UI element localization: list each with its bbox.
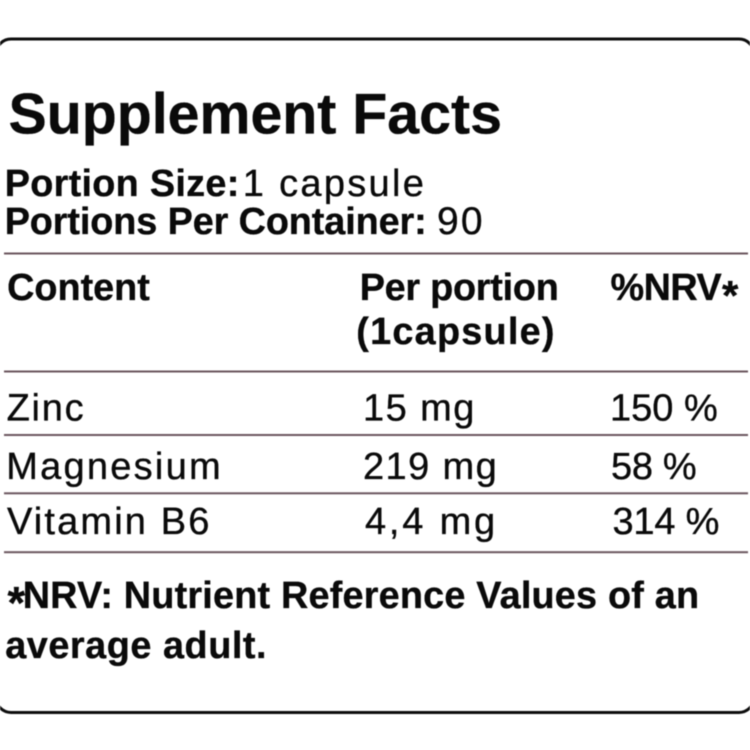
svg-text:*: *	[8, 578, 26, 629]
svg-text:Vitamin B6: Vitamin B6	[7, 501, 212, 543]
svg-text:314 %: 314 %	[613, 501, 720, 543]
svg-text:Per portion: Per portion	[360, 267, 559, 309]
svg-text:15 mg: 15 mg	[363, 387, 476, 429]
svg-text:Portions Per Container:: Portions Per Container:	[5, 201, 427, 243]
svg-text:*: *	[722, 272, 739, 319]
svg-text:58 %: 58 %	[611, 446, 696, 488]
svg-text:1 capsule: 1 capsule	[243, 163, 426, 205]
svg-text:Zinc: Zinc	[7, 387, 86, 429]
svg-text:4,4 mg: 4,4 mg	[365, 501, 498, 543]
svg-text:90: 90	[437, 200, 485, 243]
svg-text:Portion Size:: Portion Size:	[5, 163, 240, 205]
svg-text:Magnesium: Magnesium	[6, 446, 223, 488]
svg-text:NRV: Nutrient Reference Values: NRV: Nutrient Reference Values of an	[23, 575, 700, 617]
svg-text:Content: Content	[7, 267, 150, 309]
svg-text:219 mg: 219 mg	[363, 446, 498, 488]
svg-text:Supplement Facts: Supplement Facts	[9, 83, 503, 147]
svg-text:%NRV: %NRV	[611, 267, 722, 309]
svg-text:(1capsule): (1capsule)	[356, 311, 555, 353]
svg-text:150 %: 150 %	[610, 387, 718, 429]
svg-text:average adult.: average adult.	[5, 625, 267, 667]
